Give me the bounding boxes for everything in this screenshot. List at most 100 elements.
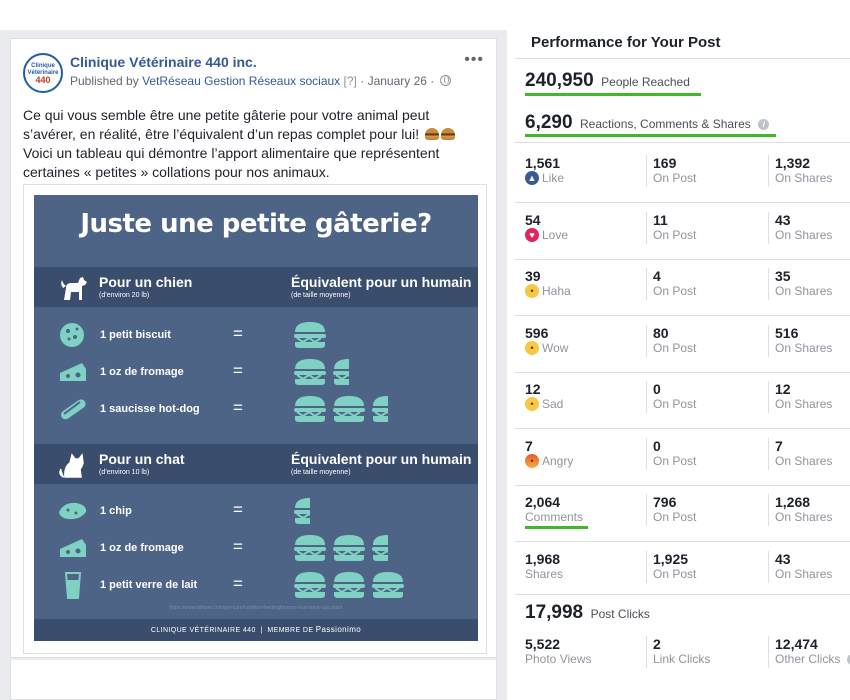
on-post-cell: 4 On Post	[646, 268, 696, 300]
cell-label: Shares	[525, 567, 563, 582]
footer-clinic: CLINIQUE VÉTÉRINAIRE 440	[150, 627, 256, 634]
cell-value: 12,474	[775, 636, 818, 652]
people-reached-value: 240,950	[525, 70, 594, 91]
info-icon[interactable]: i	[758, 119, 770, 130]
post-date[interactable]: January 26	[367, 74, 427, 88]
cell-value: 4	[653, 268, 661, 284]
reactions-stat: 6,290 Reactions, Comments & Shares i	[525, 112, 770, 134]
more-dots-icon[interactable]: •••	[464, 51, 484, 68]
cell-value: 5,522	[525, 636, 561, 652]
on-shares-cell: 43 On Shares	[768, 211, 833, 244]
dog-row-biscuit: 1 petit biscuit =	[34, 318, 478, 352]
cell-value: 1,268	[775, 494, 811, 510]
cell-value: 12	[525, 381, 541, 397]
cell-label: Link Clicks	[653, 652, 711, 666]
comments-underline	[525, 526, 588, 529]
dog-icon	[61, 277, 87, 300]
total-cell: 1,968 Shares	[525, 551, 563, 582]
infographic: Juste une petite gâterie? Pour un chien …	[34, 195, 478, 641]
people-reached-label: People Reached	[601, 75, 690, 89]
total-cell: 2,064 Comments	[525, 494, 583, 525]
chip-icon	[59, 502, 87, 520]
cell-value: 1,925	[653, 550, 689, 567]
post-clicks-stat: 17,998 Post Clicks	[525, 602, 650, 624]
cell-value: 43	[775, 211, 791, 228]
post-text-line2: Voici un tableau qui démontre l’apport a…	[23, 145, 440, 180]
publisher-help-tag[interactable]: [?]	[343, 74, 357, 88]
cat-row-cheese: 1 oz de fromage =	[34, 531, 478, 565]
cell-label: On Shares	[775, 227, 833, 242]
post-image[interactable]: Juste une petite gâterie? Pour un chien …	[23, 184, 487, 654]
reaction-type-label: Like	[542, 171, 565, 185]
cell-value: 169	[653, 155, 677, 171]
burger-icon	[371, 570, 405, 600]
reaction-row-like: 1,561 ▲ Like 169 On Post 1,392 On Shares	[515, 147, 850, 203]
on-shares-cell: 516 On Shares	[768, 324, 832, 357]
meta-separator-2: ·	[430, 74, 435, 88]
half-burger-icon	[371, 533, 388, 563]
post-card: Clinique Vétérinaire 440 Clinique Vétéri…	[10, 38, 497, 658]
cell-value: 596	[525, 324, 549, 341]
row-label: 1 saucisse hot-dog	[100, 403, 200, 415]
wow-icon: •	[525, 340, 539, 355]
divider	[515, 315, 850, 316]
cell-label: Other Clicks i	[775, 652, 850, 667]
cat-row-chip: 1 chip =	[34, 494, 478, 528]
cat-section-title: Pour un chat	[99, 451, 185, 467]
total-cell: 12 • Sad	[525, 381, 563, 412]
on-post-cell: 796 On Post	[646, 494, 696, 526]
row-label: 1 oz de fromage	[100, 366, 184, 378]
post-text-line1: Ce qui vous semble être une petite gâter…	[23, 107, 430, 142]
on-shares-cell: 12 On Shares	[768, 381, 832, 413]
reactions-label: Reactions, Comments & Shares	[580, 117, 751, 131]
cell-value: 39	[525, 268, 541, 284]
total-cell: 1,561 ▲ Like	[525, 155, 564, 186]
cat-equivalent-title: Équivalent pour un humain	[291, 451, 472, 467]
on-post-cell: 1,925 On Post	[646, 550, 696, 583]
cell-value: 0	[653, 437, 661, 454]
performance-title: Performance for Your Post	[531, 34, 721, 51]
cell-value: 54	[525, 211, 541, 228]
reaction-type-label: Comments	[525, 510, 584, 524]
reaction-type-label: Sad	[542, 397, 564, 411]
other-clicks-label: Other Clicks	[775, 652, 841, 666]
reached-underline	[525, 93, 701, 96]
page-name-link[interactable]: Clinique Vétérinaire 440 inc.	[70, 54, 257, 70]
hamburger-emoji-icon	[441, 128, 455, 140]
on-shares-cell: 35 On Shares	[768, 268, 832, 300]
post-actions-area	[10, 660, 497, 700]
page-avatar[interactable]: Clinique Vétérinaire 440	[23, 53, 63, 93]
total-cell: 54 ♥ Love	[525, 212, 568, 243]
divider	[515, 142, 850, 143]
burger-icon	[332, 394, 366, 424]
avatar-text-mid: Vétérinaire	[27, 69, 59, 76]
cell-label: On Post	[653, 340, 697, 355]
cell-value: 0	[653, 381, 661, 397]
milk-glass-icon	[64, 572, 82, 599]
total-cell: 596 • Wow	[525, 325, 568, 356]
divider	[515, 202, 850, 203]
on-shares-cell: 43 On Shares	[768, 550, 832, 583]
divider	[515, 258, 850, 260]
dog-row-hotdog: 1 saucisse hot-dog =	[34, 392, 478, 426]
dog-section-subtitle: (d’environ 20 lb)	[99, 292, 150, 299]
angry-icon: •	[525, 453, 539, 468]
total-cell: 39 • Haha	[525, 268, 571, 299]
cheese-icon	[60, 539, 86, 557]
half-burger-icon	[332, 357, 349, 387]
link-clicks-cell: 2 Link Clicks	[646, 636, 710, 668]
globe-icon[interactable]	[439, 75, 451, 86]
post-header: Clinique Vétérinaire 440 Clinique Vétéri…	[23, 51, 484, 95]
info-icon[interactable]: i	[846, 654, 850, 665]
published-by-label: Published by	[70, 74, 139, 88]
cell-label: On Shares	[775, 284, 833, 298]
publisher-link[interactable]: VetRéseau Gestion Réseaux sociaux	[142, 74, 341, 88]
reaction-row-comments: 2,064 Comments 796 On Post 1,268 On Shar…	[515, 486, 850, 542]
dog-section-title: Pour un chien	[99, 274, 193, 290]
row-label: 1 petit verre de lait	[100, 579, 198, 591]
cell-label: • Angry	[525, 453, 573, 469]
sad-icon: •	[525, 397, 539, 411]
cell-value: 796	[653, 494, 677, 510]
reaction-row-wow: 596 • Wow 80 On Post 516 On Shares	[515, 317, 850, 373]
divider	[515, 371, 850, 373]
